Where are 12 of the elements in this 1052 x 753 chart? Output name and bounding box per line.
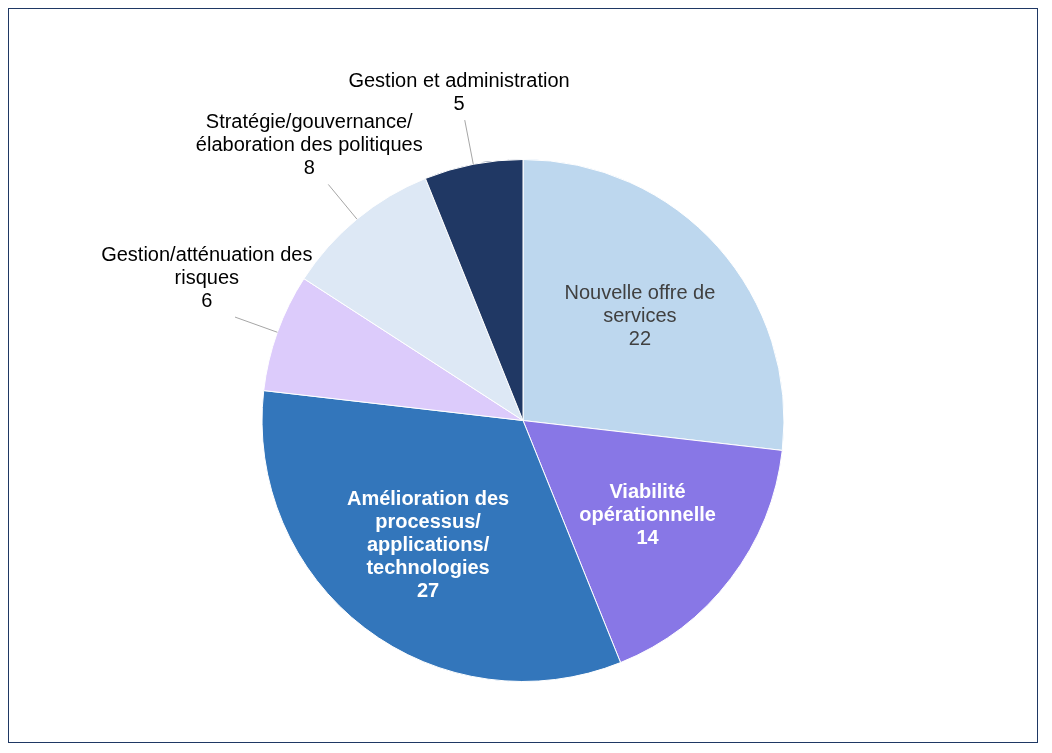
data-label: 6 [201,289,213,312]
data-label: 5 [453,92,465,115]
slice-label: Amélioration des processus/applications/technologies [346,486,510,578]
data-label: 8 [303,156,315,179]
data-label: 14 [636,525,660,548]
slice-label: Gestion et administration [348,69,570,92]
slice-label: Stratégie/gouvernance/élaboration des politiques [195,110,423,156]
data-label: 27 [416,578,440,601]
slice-label: Nouvelle offre de services [564,280,716,326]
slice-label: Viabilité opérationnelle [579,479,716,525]
slice-label: Gestion/atténuation des risques [101,243,313,289]
data-label: 22 [628,326,652,349]
